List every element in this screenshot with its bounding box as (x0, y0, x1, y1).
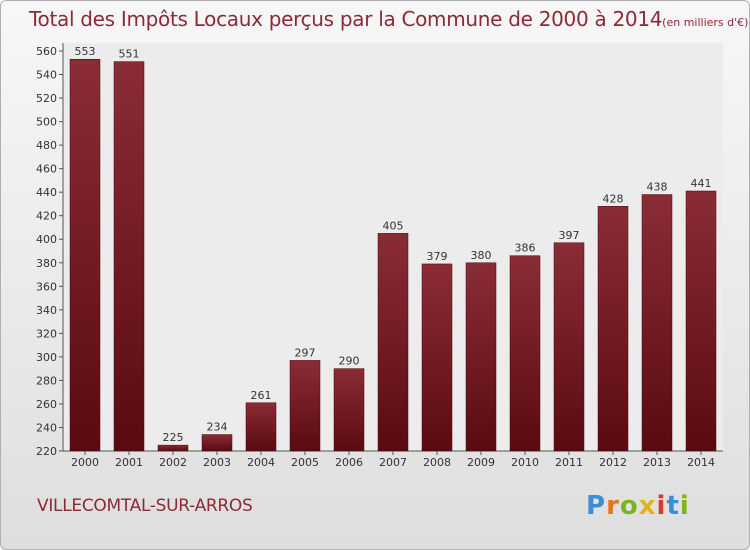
y-tick-label: 560 (36, 45, 57, 58)
x-tick-label-2003: 2003 (203, 456, 231, 469)
logo-letter: t (666, 491, 680, 521)
bar-2003 (201, 434, 233, 452)
x-tick-label-2013: 2013 (643, 456, 671, 469)
value-label-2012: 428 (603, 192, 624, 205)
value-label-2011: 397 (559, 229, 580, 242)
bar-2010 (509, 255, 541, 452)
y-tick-label: 500 (36, 116, 57, 129)
value-label-2000: 553 (75, 45, 96, 58)
bar-2008 (421, 263, 453, 452)
x-tick-label-2009: 2009 (467, 456, 495, 469)
x-tick-label-2010: 2010 (511, 456, 539, 469)
bar-2007 (377, 233, 409, 452)
y-tick-label: 440 (36, 186, 57, 199)
value-label-2007: 405 (383, 219, 404, 232)
x-tick-label-2004: 2004 (247, 456, 275, 469)
value-label-2005: 297 (295, 346, 316, 359)
logo-letter: o (619, 491, 639, 521)
bar-2000 (69, 58, 101, 452)
value-label-2010: 386 (515, 242, 536, 255)
chart-unit-note: (en milliers d'€) (662, 16, 749, 29)
y-tick-label: 360 (36, 280, 57, 293)
y-tick-label: 380 (36, 257, 57, 270)
x-tick-label-2007: 2007 (379, 456, 407, 469)
logo-letter: r (606, 491, 620, 521)
value-label-2006: 290 (339, 355, 360, 368)
bar-2009 (465, 262, 497, 452)
y-tick-label: 400 (36, 233, 57, 246)
x-tick-label-2001: 2001 (115, 456, 143, 469)
bar-2012 (597, 206, 629, 452)
bar-2011 (553, 242, 585, 452)
x-tick-label-2014: 2014 (687, 456, 715, 469)
bar-2004 (245, 402, 277, 452)
y-tick-label: 220 (36, 445, 57, 458)
chart-title-text: Total des Impôts Locaux perçus par la Co… (29, 7, 663, 31)
bar-2001 (113, 61, 145, 452)
y-tick-label: 520 (36, 92, 57, 105)
x-tick-label-2005: 2005 (291, 456, 319, 469)
bar-2014 (685, 190, 717, 452)
value-label-2002: 225 (163, 431, 184, 444)
x-tick-label-2000: 2000 (71, 456, 99, 469)
y-tick-label: 480 (36, 139, 57, 152)
proxiti-logo: Proxiti (586, 491, 690, 521)
logo-letter: i (679, 491, 690, 521)
bar-2013 (641, 194, 673, 452)
value-label-2003: 234 (207, 421, 228, 434)
chart-title: Total des Impôts Locaux perçus par la Co… (29, 7, 748, 31)
value-label-2013: 438 (647, 181, 668, 194)
y-tick-label: 460 (36, 163, 57, 176)
logo-letter: x (638, 491, 657, 521)
x-tick-label-2012: 2012 (599, 456, 627, 469)
x-tick-label-2011: 2011 (555, 456, 583, 469)
value-label-2009: 380 (471, 249, 492, 262)
value-label-2001: 551 (119, 48, 140, 61)
y-tick-label: 340 (36, 304, 57, 317)
commune-name: VILLECOMTAL-SUR-ARROS (37, 496, 253, 516)
value-label-2014: 441 (691, 177, 712, 190)
x-tick-label-2006: 2006 (335, 456, 363, 469)
y-tick-label: 320 (36, 327, 57, 340)
y-tick-label: 260 (36, 398, 57, 411)
value-label-2004: 261 (251, 389, 272, 402)
bar-2006 (333, 368, 365, 452)
logo-letter: i (656, 491, 667, 521)
bar-2005 (289, 360, 321, 452)
x-tick-label-2008: 2008 (423, 456, 451, 469)
y-tick-label: 420 (36, 210, 57, 223)
value-label-2008: 379 (427, 250, 448, 263)
bar-2002 (157, 444, 189, 452)
y-tick-label: 300 (36, 351, 57, 364)
y-tick-label: 540 (36, 69, 57, 82)
x-tick-label-2002: 2002 (159, 456, 187, 469)
logo-letter: P (586, 491, 607, 521)
y-tick-label: 280 (36, 374, 57, 387)
y-tick-label: 240 (36, 421, 57, 434)
